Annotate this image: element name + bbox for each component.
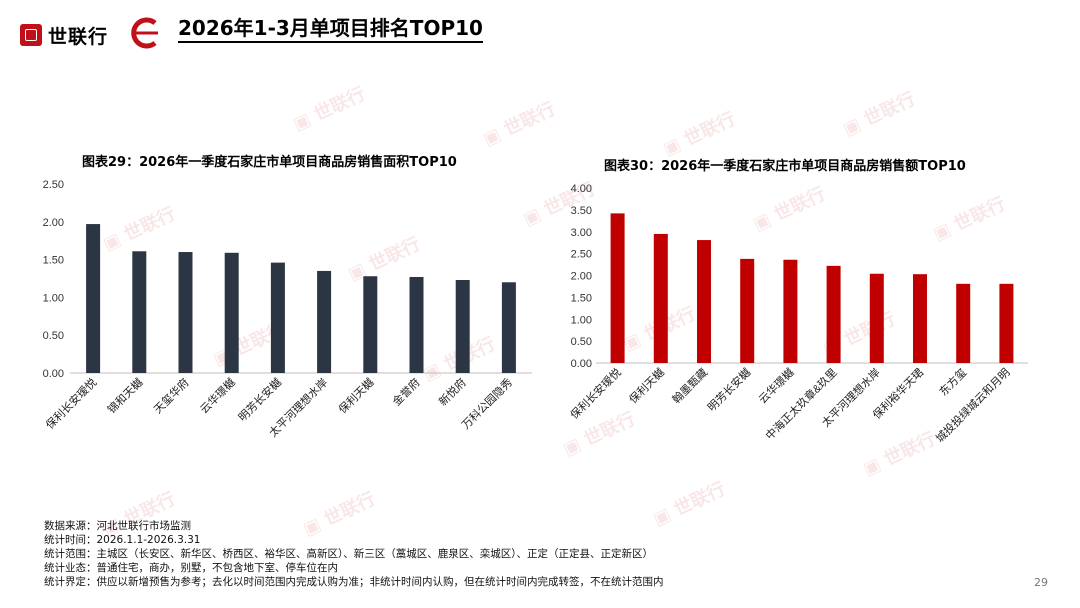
bar <box>913 274 927 363</box>
bar <box>86 224 101 373</box>
bar <box>409 276 424 373</box>
y-tick-label: 1.50 <box>43 255 64 267</box>
y-tick-label: 2.50 <box>43 179 64 191</box>
bar <box>610 213 625 363</box>
x-tick-label: 中海正太玖章&玖里 <box>762 365 839 442</box>
bar <box>270 262 285 373</box>
bar <box>956 283 971 363</box>
y-tick-label: 3.00 <box>571 227 592 239</box>
bar <box>132 251 147 373</box>
brand-logo-icon <box>20 24 42 46</box>
y-tick-label: 0.50 <box>571 336 592 348</box>
y-tick-label: 0.50 <box>43 330 64 342</box>
y-tick-label: 2.50 <box>571 249 592 261</box>
footer-line-source: 数据来源：河北世联行市场监测 <box>44 520 191 532</box>
y-tick-label: 1.50 <box>571 292 592 304</box>
footer-line-definition: 统计界定：供应以新增预售为参考；去化以时间范围内完成认购为准；非统计时间内认购，… <box>44 576 664 588</box>
x-tick-label: 云华璟樾 <box>756 365 797 406</box>
footer-line-types: 统计业态：普通住宅，商办，别墅，不包含地下室、停车位在内 <box>44 562 338 574</box>
y-tick-label: 4.00 <box>571 183 592 195</box>
brand-name: 世联行 <box>48 26 109 48</box>
page-header: 世联行 2026年1-3月单项目排名TOP10 <box>0 0 1080 60</box>
bar <box>740 258 755 363</box>
bar <box>783 259 798 363</box>
bar <box>501 282 516 373</box>
bar <box>653 233 668 363</box>
y-tick-label: 3.50 <box>571 205 592 217</box>
x-tick-label: 保利天樾 <box>626 365 667 406</box>
footer-line-period: 统计时间：2026.1.1-2026.3.31 <box>44 534 201 546</box>
bar <box>455 280 470 373</box>
y-tick-label: 0.00 <box>43 368 64 380</box>
y-tick-label: 0.00 <box>571 358 592 370</box>
chart-30-title: 图表30：2026年一季度石家庄市单项目商品房销售额TOP10 <box>604 159 966 174</box>
y-tick-label: 1.00 <box>571 314 592 326</box>
page-title: 2026年1-3月单项目排名TOP10 <box>178 16 483 43</box>
bar <box>224 252 239 373</box>
page-number: 29 <box>1034 576 1048 589</box>
y-tick-label: 2.00 <box>571 271 592 283</box>
x-tick-label: 东方玺 <box>936 365 969 398</box>
brand-mark-icon <box>131 17 158 49</box>
footer-notes: 数据来源：河北世联行市场监测 统计时间：2026.1.1-2026.3.31 统… <box>44 519 664 589</box>
y-tick-label: 2.00 <box>43 217 64 229</box>
bar <box>999 283 1014 363</box>
bar <box>317 270 332 373</box>
bar <box>363 276 378 373</box>
chart-29-title: 图表29：2026年一季度石家庄市单项目商品房销售面积TOP10 <box>82 155 457 170</box>
bar <box>697 240 711 363</box>
bar <box>869 273 884 363</box>
x-tick-label: 明芳长安樾 <box>705 365 754 414</box>
x-tick-label: 保利长安瑷悦 <box>567 365 624 422</box>
bar <box>826 265 841 363</box>
bar <box>178 252 193 373</box>
x-tick-label: 翰墨甄藏 <box>669 365 710 406</box>
x-tick-label: 城投投绿城云和月明 <box>933 365 1013 445</box>
footer-line-scope: 统计范围：主城区（长安区、新华区、桥西区、裕华区、高新区）、新三区（藁城区、鹿泉… <box>44 548 653 560</box>
y-tick-label: 1.00 <box>43 292 64 304</box>
